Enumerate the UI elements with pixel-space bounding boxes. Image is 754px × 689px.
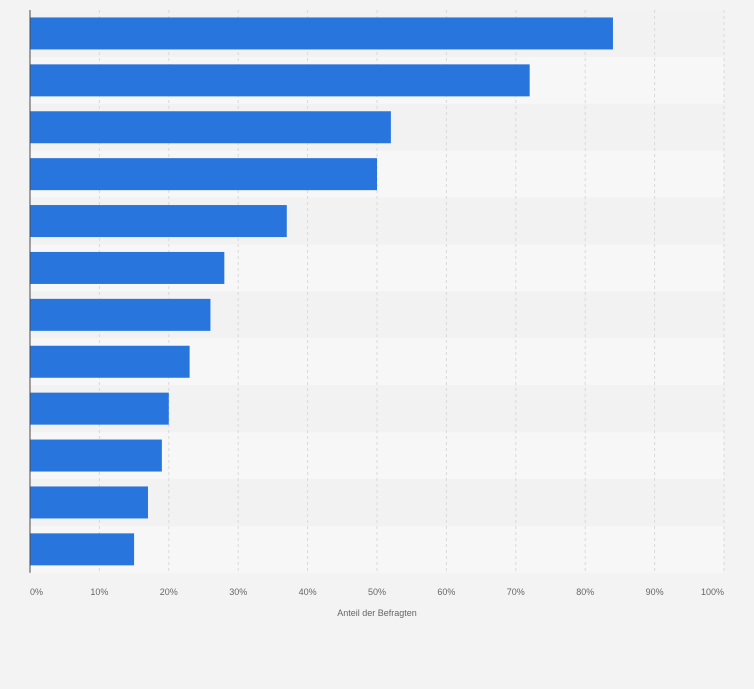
bar[interactable]: [30, 345, 190, 378]
x-axis-title: Anteil der Befragten: [337, 608, 417, 618]
bar[interactable]: [30, 17, 613, 50]
grid-lines: [98, 10, 725, 573]
bar[interactable]: [30, 158, 377, 191]
bar[interactable]: [30, 251, 225, 284]
bar[interactable]: [30, 392, 169, 425]
x-tick-label: 0%: [30, 587, 43, 597]
x-tick-label: 80%: [576, 587, 594, 597]
x-tick-label: 70%: [507, 587, 525, 597]
x-tick-label: 30%: [229, 587, 247, 597]
x-tick-label: 20%: [160, 587, 178, 597]
bar[interactable]: [30, 486, 148, 519]
x-tick-label: 40%: [299, 587, 317, 597]
bar[interactable]: [30, 205, 287, 238]
x-tick-label: 90%: [646, 587, 664, 597]
bar[interactable]: [30, 439, 162, 472]
bar[interactable]: [30, 111, 391, 144]
bar[interactable]: [30, 64, 530, 97]
bar[interactable]: [30, 533, 135, 566]
x-tick-label: 50%: [368, 587, 386, 597]
bar[interactable]: [30, 298, 211, 331]
x-tick-label: 100%: [701, 587, 724, 597]
bars: [30, 17, 613, 566]
x-tick-labels: 0% 10% 20% 30% 40% 50% 60% 70% 80% 90% 100%: [30, 587, 724, 597]
x-tick-label: 60%: [437, 587, 455, 597]
x-tick-label: 10%: [90, 587, 108, 597]
